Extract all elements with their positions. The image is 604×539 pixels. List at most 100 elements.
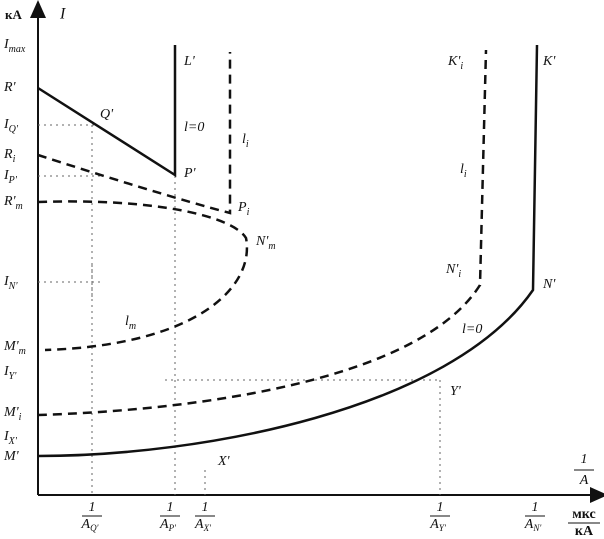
x-tick-num: 1 [437,500,444,515]
x-tick-den: AP' [159,517,177,533]
y-tick-label: IQ' [3,117,19,135]
y-tick-label-main: I [3,168,10,183]
curve-label-main: Y' [450,384,462,399]
y-tick-label: Ri [3,147,16,165]
curve-label-main: l [242,132,246,147]
y-tick-label: M'i [3,405,22,423]
curve-l0-short [37,45,177,178]
curve-label-main: P [237,200,247,215]
y-label: I [59,6,66,23]
den-sub: N' [532,523,542,533]
y-tick-label-main: I [3,117,10,132]
curve-label-main: X' [217,454,231,469]
curve-label: Pi [237,200,250,218]
y-tick-label: M'm [3,339,26,357]
curve-label: X' [217,454,231,469]
curve-li [37,49,488,417]
y-tick-label: IP' [3,168,18,186]
den: A [429,517,439,532]
curve-label-main: N' [445,262,459,277]
curve-label-sub: m [129,321,136,332]
curve-label: L' [183,54,196,69]
y-tick-label-main: I [3,429,10,444]
x-tick-num: 1 [202,500,209,515]
curve-label-main: N' [255,234,269,249]
y-tick-label-main: M' [3,339,20,354]
y-tick-label: M' [3,449,20,464]
curve-label-main: K' [447,54,461,69]
curve-label-sub: i [247,207,250,218]
curve-label: lm [125,314,136,332]
y-tick-label-main: I [3,364,10,379]
curve-label: li [242,132,249,150]
y-tick-label: R'm [3,194,23,212]
y-tick-label-sub: P' [8,175,18,186]
guides [38,124,441,495]
den: A [81,517,91,532]
x-tick-num: 1 [532,500,539,515]
den-sub: Y' [439,523,447,533]
curve-label: N'i [445,262,461,280]
den-sub: X' [203,523,212,533]
curve-label-sub: i [464,169,467,180]
curve-l0 [37,44,539,458]
curve-label: l=0 [184,120,204,135]
curve-lm [37,200,249,352]
y-tick-label: IN' [3,274,18,292]
y-tick-label: Imax [3,37,26,55]
curve-label-sub: i [246,139,249,150]
y-tick-label-main: R' [3,80,17,95]
curve-label-main: l [125,314,129,329]
y-tick-label-sub: m [16,201,23,212]
den: A [159,517,169,532]
curve-label: N' [542,277,556,292]
curve-label-main: l=0 [462,322,482,337]
curve-label-main: P' [183,166,197,181]
curve-label-main: l [460,162,464,177]
curve-label: Q' [100,107,114,122]
curve-label: K'i [447,54,463,72]
y-tick-label-main: R [3,147,13,162]
curve-label-main: K' [542,54,556,69]
curve-label: K' [542,54,556,69]
y-tick-label-sub: max [9,44,26,55]
den: A [194,517,204,532]
curve-label: N'm [255,234,276,252]
den: A [524,517,534,532]
curve-label-main: N' [542,277,556,292]
curve-label-main: l=0 [184,120,204,135]
x-unit-den: кА [575,524,594,539]
y-tick-label: IY' [3,364,17,382]
y-tick-label-sub: i [13,154,16,165]
curve-label: l=0 [462,322,482,337]
x-label-num: 1 [581,452,588,467]
x-label-den: A [579,473,589,488]
den-sub: P' [168,523,177,533]
x-tick-den: AX' [194,517,212,533]
y-tick-label-sub: i [19,412,22,423]
curve-li-short [37,52,232,215]
y-tick-label-main: R' [3,194,17,209]
den-sub: Q' [90,523,99,533]
x-tick-den: AY' [429,517,447,533]
y-tick-label-main: M' [3,449,20,464]
x-tick-num: 1 [167,500,174,515]
y-unit: кА [5,7,22,22]
y-tick-label-sub: N' [8,281,19,292]
y-tick-label: IX' [3,429,18,447]
curve-label-sub: i [458,269,461,280]
y-tick-label-sub: Q' [9,124,19,135]
y-tick-label-sub: m [19,346,26,357]
curve-label-main: L' [183,54,196,69]
y-tick-label: R' [3,80,17,95]
curve-label: li [460,162,467,180]
y-tick-label-main: M' [3,405,20,420]
curve-label: Y' [450,384,462,399]
x-tick-den: AN' [524,517,543,533]
curve-label-sub: i [460,61,463,72]
curve-label-main: Q' [100,107,114,122]
x-tick-num: 1 [89,500,96,515]
x-unit-num: мкс [572,507,595,522]
y-tick-label-sub: X' [8,436,18,447]
